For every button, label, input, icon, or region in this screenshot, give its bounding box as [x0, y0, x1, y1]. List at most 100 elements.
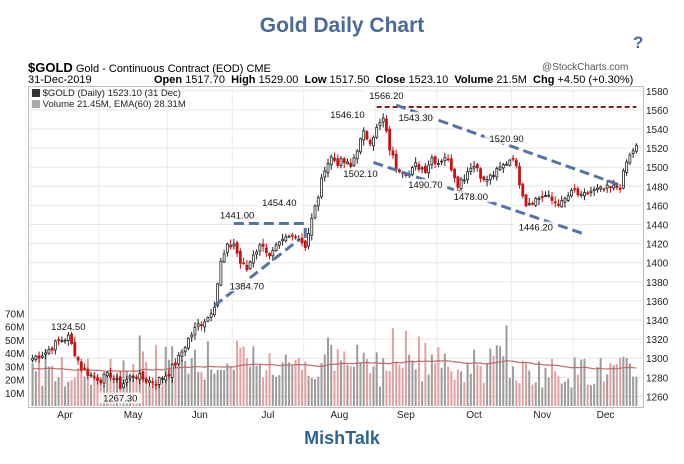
volume-tick-label: 10M	[5, 389, 24, 400]
volume-bar	[54, 381, 57, 406]
footer-brand: MishTalk	[304, 428, 380, 448]
volume-tick-label: 20M	[5, 376, 24, 387]
candle-body	[570, 189, 573, 197]
price-tick-label: 1320	[646, 335, 669, 346]
volume-bar	[327, 337, 330, 406]
candle-body	[118, 376, 122, 389]
volume-bar	[495, 345, 498, 406]
chg-value: +4.50 (+0.30%)	[557, 74, 634, 86]
candle-body	[89, 374, 93, 377]
candle-body	[245, 264, 249, 271]
candle-body	[177, 354, 181, 365]
volume-bar	[586, 384, 589, 406]
volume-tick-label: 50M	[5, 336, 24, 347]
volume-bar	[109, 358, 112, 406]
volume-bar	[550, 358, 553, 406]
volume-bar	[252, 346, 255, 406]
month-tick-label: Jun	[192, 410, 208, 421]
stockcharts-watermark: @StockCharts.com	[542, 62, 629, 73]
candle-body	[154, 383, 158, 386]
symbol: $GOLD	[28, 60, 73, 75]
volume-bar	[408, 354, 411, 406]
volume-bar	[414, 369, 417, 406]
low-label: Low	[304, 74, 327, 86]
volume-legend-swatch	[32, 100, 40, 109]
annotation-label: 1324.50	[51, 322, 85, 333]
candle-body	[423, 165, 427, 173]
volume-bar	[281, 362, 284, 406]
volume-bar	[336, 349, 339, 406]
volume-bar	[210, 369, 213, 406]
candle-body	[427, 164, 431, 174]
candle-body	[47, 349, 51, 354]
candle-body	[505, 163, 508, 166]
candle-body	[92, 376, 96, 379]
volume-bar	[187, 373, 190, 406]
volume-bar	[148, 384, 151, 406]
candle-body	[105, 372, 109, 377]
volume-bar	[330, 344, 333, 406]
candle-body	[618, 187, 622, 190]
volume-bar	[99, 376, 102, 406]
volume-bar	[453, 379, 456, 406]
candle-body	[50, 347, 54, 351]
candle-body	[76, 356, 80, 361]
volume-bar	[346, 364, 349, 406]
volume-bar	[534, 382, 537, 406]
volume-bar	[333, 370, 336, 406]
candle-body	[385, 118, 388, 132]
annotation-bg	[215, 209, 260, 221]
candle-body	[579, 193, 583, 196]
candle-body	[31, 357, 35, 361]
annotation-bg	[513, 221, 558, 233]
volume-bar	[310, 377, 313, 406]
candle-body	[368, 139, 372, 145]
volume-bar	[216, 370, 219, 406]
volume-bar	[404, 330, 407, 406]
month-tick-label: Apr	[57, 410, 73, 421]
candle-body	[550, 196, 554, 201]
candle-body	[511, 157, 515, 160]
volume-bar	[206, 341, 209, 406]
candle-body	[592, 188, 596, 191]
candle-body	[235, 242, 239, 254]
candle-body	[508, 159, 512, 166]
volume-bar	[521, 360, 524, 406]
help-icon[interactable]: ?	[633, 33, 644, 52]
volume-bar	[232, 369, 235, 406]
volume-bar	[317, 376, 320, 406]
candle-body	[375, 127, 379, 138]
price-tick-label: 1480	[646, 182, 669, 193]
annotation-bg	[98, 392, 143, 404]
volume-bar	[385, 370, 388, 406]
candle-body	[148, 380, 151, 383]
candle-body	[352, 157, 356, 167]
volume-bar	[271, 374, 274, 406]
candle-body	[196, 323, 200, 327]
volume-bar	[427, 374, 430, 406]
candle-body	[40, 355, 44, 358]
annotation-bg	[448, 191, 493, 203]
month-tick-label: May	[124, 410, 143, 421]
price-legend-text: $GOLD (Daily) 1523.10 (31 Dec)	[42, 88, 181, 99]
annotation-label: 1267.30	[103, 393, 137, 404]
candle-body	[560, 200, 564, 208]
volume-bar	[258, 364, 261, 406]
volume-bar	[219, 369, 222, 406]
volume-bar	[359, 362, 362, 406]
candle-body	[271, 250, 275, 257]
volume-bar	[275, 376, 278, 406]
volume-bar	[430, 354, 433, 406]
candle-body	[70, 333, 73, 345]
candle-body	[313, 205, 317, 218]
volume-bar	[537, 361, 541, 406]
candle-body	[115, 378, 119, 381]
high-value: 1529.00	[258, 74, 299, 86]
volume-bar	[34, 371, 37, 406]
candle-body	[320, 177, 323, 198]
volume-bar	[505, 325, 508, 406]
volume-bar	[622, 356, 625, 406]
volume-bar	[502, 356, 505, 406]
candle-body	[459, 178, 463, 190]
candle-body	[212, 306, 216, 316]
